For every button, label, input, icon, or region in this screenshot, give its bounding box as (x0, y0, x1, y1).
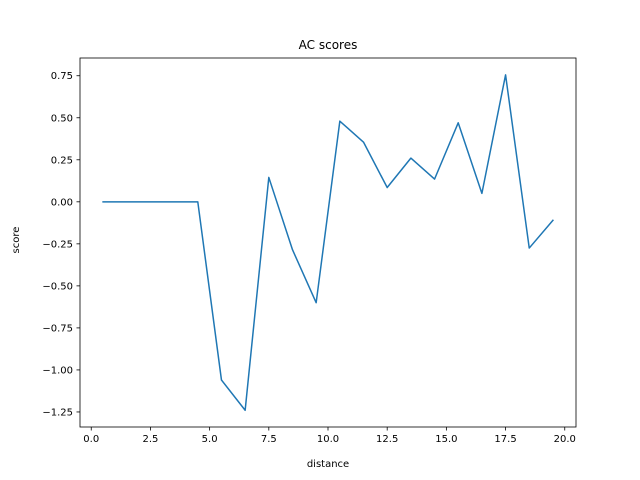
y-axis-label: score (11, 227, 22, 254)
y-tick-label: −1.00 (42, 365, 73, 376)
y-tick-label: −0.50 (42, 281, 73, 292)
y-tick-label: −1.25 (42, 407, 73, 418)
y-tick-label: 0.75 (51, 71, 73, 82)
y-tick-label: 0.00 (51, 197, 73, 208)
y-tick-label: −0.25 (42, 239, 73, 250)
x-tick-label: 20.0 (554, 434, 576, 445)
y-tick-label: 0.50 (51, 113, 73, 124)
x-tick-label: 2.5 (142, 434, 158, 445)
plot-area: 0.0 2.5 5.0 7.5 10.0 12.5 15.0 17.5 20.0 −1.25 −1.… (42, 57, 577, 445)
y-tick-label: −0.75 (42, 323, 73, 334)
x-tick-label: 5.0 (202, 434, 218, 445)
x-tick-label: 12.5 (376, 434, 398, 445)
x-tick-label: 0.0 (83, 434, 99, 445)
x-tick-label: 15.0 (435, 434, 457, 445)
x-tick-label: 10.0 (317, 434, 339, 445)
y-tick-label: 0.25 (51, 155, 73, 166)
x-tick-label: 17.5 (494, 434, 516, 445)
series-line-0 (102, 74, 554, 412)
x-axis-label: distance (307, 459, 349, 470)
chart-title: AC scores (299, 38, 358, 52)
x-tick-label: 7.5 (261, 434, 277, 445)
